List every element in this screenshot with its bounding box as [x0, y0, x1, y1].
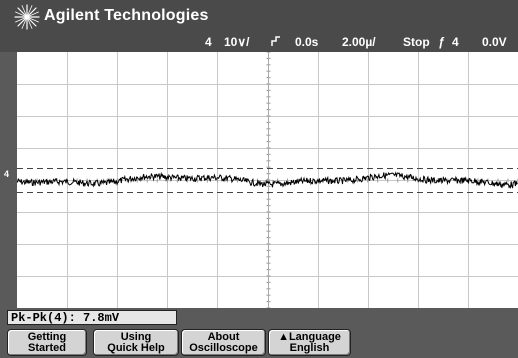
softkey-label: ▲Language [278, 331, 341, 343]
status-line: 4 10∨/ 0.0s 2.00µ/ Stop ƒ 4 0.0V [0, 35, 518, 51]
softkey-label: English [289, 342, 330, 354]
softkey-label: Oscilloscope [189, 342, 258, 354]
timebase: 2.00µ/ [342, 35, 376, 49]
softkey-label: Quick Help [107, 342, 165, 354]
brand-name: Agilent Technologies [44, 7, 209, 24]
trigger-position: 0.0s [295, 35, 319, 49]
waveform-display [17, 52, 518, 308]
channel-number: 4 [205, 35, 212, 49]
language-button[interactable]: ▲Language English [268, 329, 351, 356]
trigger-channel: 4 [452, 35, 459, 49]
softkey-bar: Getting Started Using Quick Help About O… [0, 327, 518, 358]
title-bar: Agilent Technologies 4 10∨/ 0.0s 2.00µ/ … [0, 0, 518, 52]
softkey-label: About [207, 331, 240, 343]
channel-4-trace [17, 171, 518, 189]
measurement-readout: Pk-Pk(4): 7.8mV [7, 310, 177, 325]
softkey-label: Using [120, 331, 152, 343]
trigger-level: 0.0V [482, 35, 507, 49]
channel-ground-marker: 4 [4, 169, 10, 179]
vertical-scale: 10∨/ [224, 35, 250, 49]
softkey-label: Started [28, 342, 66, 354]
trigger-slope-icon: ƒ [438, 35, 445, 49]
about-oscilloscope-button[interactable]: About Oscilloscope [181, 329, 266, 356]
agilent-spark-logo-icon [14, 4, 40, 30]
getting-started-button[interactable]: Getting Started [7, 329, 87, 356]
trigger-marker-icon [271, 35, 281, 50]
graticule [17, 52, 518, 308]
run-state: Stop [403, 35, 430, 49]
softkey-label: Getting [27, 331, 67, 343]
using-quick-help-button[interactable]: Using Quick Help [93, 329, 179, 356]
